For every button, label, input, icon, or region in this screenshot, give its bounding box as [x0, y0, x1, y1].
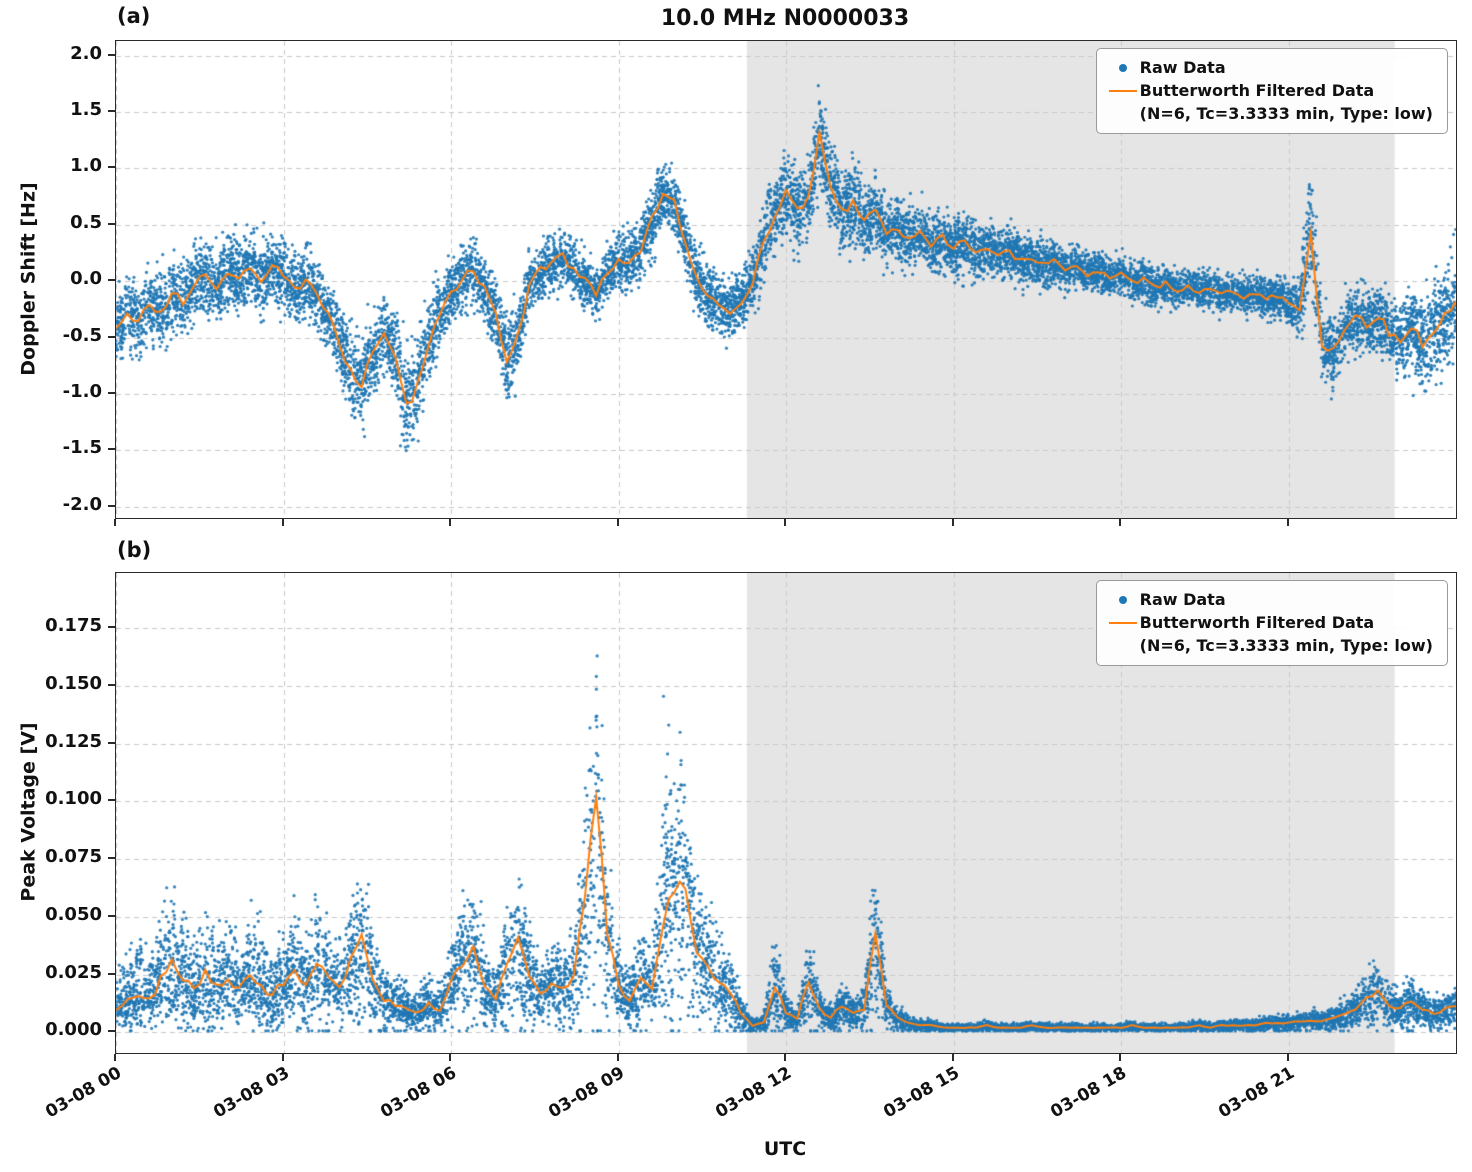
- legend-entry-raw: Raw Data: [1106, 56, 1433, 79]
- x-tick-mark: [1286, 1054, 1289, 1061]
- x-tick-mark: [616, 519, 619, 526]
- legend-entry-filtered: Butterworth Filtered Data: [1106, 611, 1433, 634]
- y-tick-mark: [108, 626, 115, 629]
- legend-filtered-sublabel: (N=6, Tc=3.3333 min, Type: low): [1139, 636, 1433, 656]
- legend-entry-filtered-sub: (N=6, Tc=3.3333 min, Type: low): [1106, 634, 1433, 657]
- x-tick-mark: [951, 1054, 954, 1061]
- y-tick-label: 0.125: [45, 730, 102, 752]
- y-tick-label: 0.050: [45, 903, 102, 925]
- legend-raw-label: Raw Data: [1139, 590, 1226, 609]
- y-tick-label: -1.5: [62, 437, 102, 459]
- y-tick-mark: [108, 857, 115, 860]
- y-tick-label: -2.0: [62, 493, 102, 515]
- x-tick-mark: [449, 519, 451, 526]
- y-tick-mark: [108, 53, 115, 56]
- x-tick-mark: [281, 1054, 284, 1061]
- y-tick-label: -1.0: [62, 380, 102, 402]
- legend-entry-raw: Raw Data: [1106, 588, 1433, 611]
- legend-filtered-label: Butterworth Filtered Data: [1139, 613, 1375, 633]
- legend-marker-cell: [1106, 595, 1140, 604]
- legend-entry-filtered-sub: (N=6, Tc=3.3333 min, Type: low): [1106, 102, 1433, 125]
- y-tick-label: 1.0: [70, 155, 102, 177]
- legend-a: Raw Data Butterworth Filtered Data (N=6,…: [1095, 48, 1448, 134]
- panel-a-label: (a): [117, 4, 151, 28]
- y-tick-mark: [108, 335, 115, 338]
- y-tick-mark: [108, 391, 115, 394]
- x-tick-mark: [784, 1054, 786, 1061]
- y-tick-mark: [108, 684, 115, 687]
- doppler-shift-plot: Raw Data Butterworth Filtered Data (N=6,…: [115, 40, 1457, 519]
- x-tick-mark: [1119, 1054, 1121, 1061]
- legend-entry-filtered: Butterworth Filtered Data: [1106, 79, 1433, 102]
- y-tick-mark: [108, 972, 115, 975]
- legend-b: Raw Data Butterworth Filtered Data (N=6,…: [1095, 580, 1448, 666]
- legend-filtered-label: Butterworth Filtered Data: [1139, 81, 1375, 101]
- raw-data-dot-icon: [1118, 595, 1127, 604]
- x-tick-mark: [114, 1054, 116, 1061]
- y-tick-label: 2.0: [70, 42, 102, 64]
- chart-title: 10.0 MHz N0000033: [660, 6, 910, 31]
- x-tick-mark: [1286, 519, 1289, 526]
- y-tick-mark: [108, 799, 115, 802]
- y-tick-label: 0.0: [70, 268, 102, 290]
- y-tick-mark: [108, 741, 115, 744]
- x-tick-mark: [449, 1054, 451, 1061]
- legend-filtered-sublabel: (N=6, Tc=3.3333 min, Type: low): [1139, 104, 1433, 124]
- legend-raw-label: Raw Data: [1139, 58, 1226, 77]
- y-tick-label: 0.150: [45, 673, 102, 695]
- legend-marker-cell: [1106, 89, 1140, 92]
- panel-b-label: (b): [117, 538, 152, 562]
- x-tick-mark: [281, 519, 284, 526]
- x-tick-mark: [951, 519, 954, 526]
- y-tick-mark: [108, 1030, 115, 1033]
- y-tick-label: 0.025: [45, 961, 102, 983]
- x-tick-mark: [1119, 519, 1121, 526]
- y-tick-label: 0.100: [45, 788, 102, 810]
- y-tick-mark: [108, 448, 115, 451]
- legend-marker-cell: [1106, 621, 1140, 624]
- y-tick-label: 1.5: [70, 99, 102, 121]
- raw-data-dot-icon: [1118, 63, 1127, 72]
- y-tick-mark: [108, 110, 115, 113]
- filtered-line-icon: [1108, 621, 1137, 624]
- y-tick-mark: [108, 914, 115, 917]
- y-tick-mark: [108, 279, 115, 282]
- y-tick-label: 0.5: [70, 211, 102, 233]
- y-tick-label: 0.175: [45, 615, 102, 637]
- y-tick-label: 0.075: [45, 846, 102, 868]
- x-tick-mark: [784, 519, 786, 526]
- y-tick-mark: [108, 504, 115, 507]
- peak-voltage-plot: Raw Data Butterworth Filtered Data (N=6,…: [115, 572, 1457, 1054]
- x-tick-label: 03-08 00: [42, 1063, 125, 1123]
- y-tick-label: -0.5: [62, 324, 102, 346]
- y-tick-mark: [108, 222, 115, 225]
- x-tick-mark: [114, 519, 116, 526]
- y-tick-mark: [108, 166, 115, 169]
- x-axis-label: UTC: [763, 1138, 807, 1160]
- y-tick-label: 0.000: [45, 1019, 102, 1041]
- filtered-line-icon: [1108, 89, 1137, 92]
- x-tick-mark: [616, 1054, 619, 1061]
- legend-marker-cell: [1106, 63, 1140, 72]
